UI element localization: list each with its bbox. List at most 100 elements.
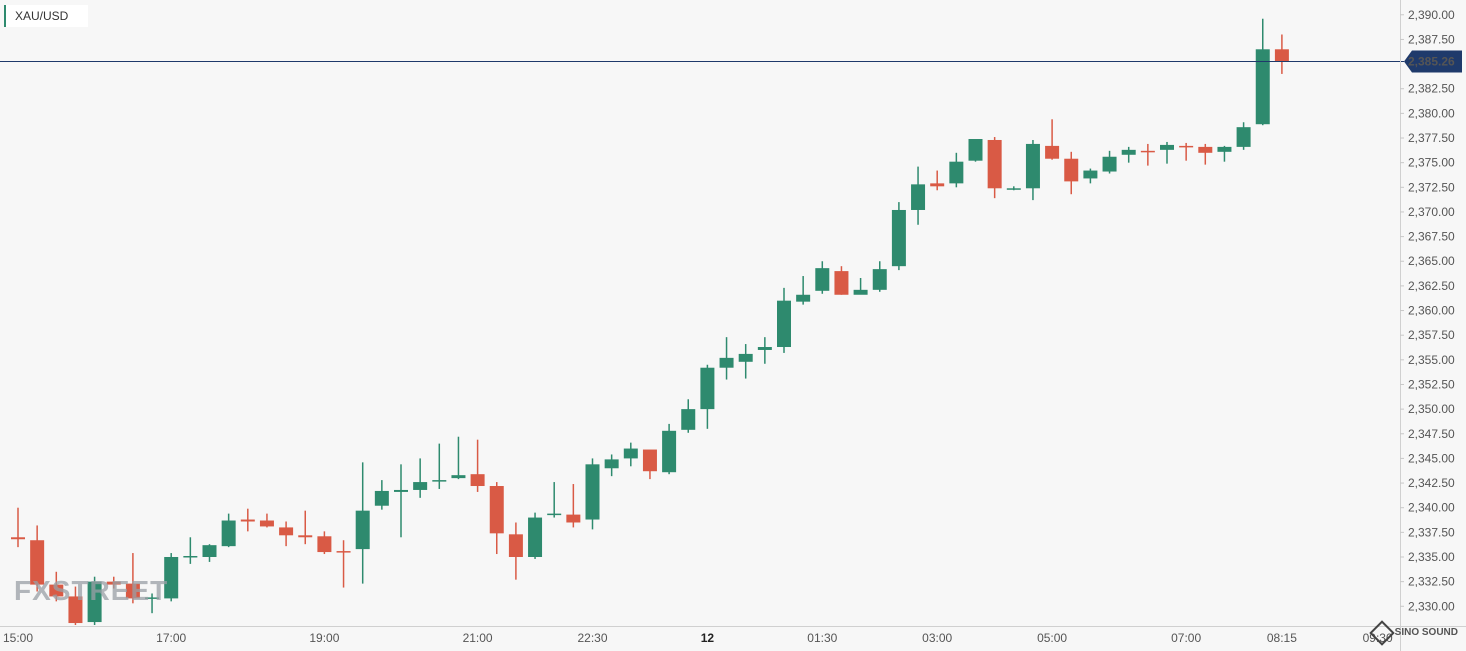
candle[interactable] bbox=[777, 287, 791, 353]
candle[interactable] bbox=[911, 166, 926, 225]
candle-body bbox=[681, 409, 696, 430]
candle[interactable] bbox=[1217, 145, 1232, 162]
candle[interactable] bbox=[68, 586, 83, 626]
candle-body bbox=[164, 556, 179, 599]
candle[interactable] bbox=[1198, 143, 1213, 165]
candle[interactable] bbox=[1006, 186, 1021, 191]
candle[interactable] bbox=[796, 276, 811, 305]
candle[interactable] bbox=[738, 344, 753, 379]
candle-body bbox=[1102, 156, 1117, 172]
candle-body bbox=[202, 545, 217, 557]
candle[interactable] bbox=[470, 439, 485, 492]
candle[interactable] bbox=[662, 423, 677, 475]
candle[interactable] bbox=[1102, 150, 1117, 174]
candle[interactable] bbox=[719, 337, 734, 380]
candle[interactable] bbox=[317, 531, 332, 555]
candle[interactable] bbox=[547, 482, 562, 518]
candle[interactable] bbox=[987, 137, 1002, 199]
y-tick-label: 2,382.50 bbox=[1408, 82, 1455, 96]
candle[interactable] bbox=[1025, 139, 1040, 201]
candle[interactable] bbox=[49, 571, 64, 602]
candle-body bbox=[259, 520, 274, 527]
y-tick-label: 2,355.00 bbox=[1408, 353, 1455, 367]
candle[interactable] bbox=[240, 508, 255, 532]
candle-body bbox=[125, 583, 140, 599]
candle-body bbox=[508, 534, 523, 557]
candle[interactable] bbox=[298, 510, 313, 545]
x-tick-label: 09:30 bbox=[1363, 631, 1393, 645]
candle-body bbox=[1160, 144, 1174, 150]
candle-body bbox=[1274, 49, 1289, 62]
candle[interactable] bbox=[853, 278, 868, 295]
candle[interactable] bbox=[508, 522, 523, 580]
candle[interactable] bbox=[87, 576, 102, 626]
candle[interactable] bbox=[489, 482, 504, 555]
candle[interactable] bbox=[968, 139, 983, 162]
candle[interactable] bbox=[1274, 34, 1289, 74]
y-tick-label: 2,342.50 bbox=[1408, 476, 1455, 490]
candle[interactable] bbox=[106, 576, 121, 589]
candle[interactable] bbox=[757, 337, 772, 364]
candle-body bbox=[968, 139, 983, 161]
candle[interactable] bbox=[949, 152, 964, 188]
y-tick-label: 2,335.00 bbox=[1408, 550, 1455, 564]
candle[interactable] bbox=[585, 458, 600, 530]
candle[interactable] bbox=[145, 593, 160, 614]
candle[interactable] bbox=[259, 513, 274, 528]
y-tick-label: 2,375.00 bbox=[1408, 156, 1455, 170]
candle[interactable] bbox=[1255, 18, 1270, 126]
y-tick-label: 2,365.00 bbox=[1408, 254, 1455, 268]
candle[interactable] bbox=[566, 484, 581, 528]
candle[interactable] bbox=[642, 449, 657, 480]
candle[interactable] bbox=[891, 202, 906, 271]
y-tick-label: 2,337.50 bbox=[1408, 525, 1455, 539]
candle[interactable] bbox=[413, 458, 428, 498]
candle[interactable] bbox=[1140, 143, 1155, 166]
candle[interactable] bbox=[164, 553, 179, 602]
candle[interactable] bbox=[1160, 141, 1174, 164]
candle[interactable] bbox=[221, 513, 236, 548]
candle[interactable] bbox=[1121, 146, 1136, 163]
y-tick-label: 2,367.50 bbox=[1408, 230, 1455, 244]
candle[interactable] bbox=[202, 544, 217, 562]
candle[interactable] bbox=[930, 170, 945, 191]
candle-body bbox=[1179, 145, 1194, 148]
candle-body bbox=[585, 464, 600, 520]
candle[interactable] bbox=[528, 512, 543, 559]
candle[interactable] bbox=[1236, 122, 1251, 150]
candle[interactable] bbox=[279, 521, 294, 547]
candle-body bbox=[87, 581, 102, 623]
candle[interactable] bbox=[1045, 119, 1060, 160]
candle[interactable] bbox=[681, 399, 696, 433]
y-tick-label: 2,330.00 bbox=[1408, 599, 1455, 613]
candle[interactable] bbox=[834, 266, 849, 295]
candle[interactable] bbox=[604, 454, 619, 477]
candle[interactable] bbox=[872, 261, 887, 292]
candle-body bbox=[183, 556, 198, 558]
candle-body bbox=[394, 489, 408, 492]
y-axis: 2,390.00 2,387.50 2,382.50 2,380.00 2,377.50… bbox=[1400, 0, 1455, 651]
candle[interactable] bbox=[1064, 151, 1079, 195]
candle[interactable] bbox=[30, 525, 45, 592]
candle[interactable] bbox=[1179, 142, 1194, 161]
candle[interactable] bbox=[815, 261, 830, 294]
candle[interactable] bbox=[623, 442, 638, 467]
candle-body bbox=[451, 475, 466, 479]
candle-body bbox=[1140, 150, 1155, 153]
candle-body bbox=[642, 449, 657, 472]
candle-body bbox=[853, 289, 868, 295]
candle[interactable] bbox=[125, 553, 140, 604]
candle[interactable] bbox=[374, 480, 389, 510]
candle[interactable] bbox=[336, 540, 351, 588]
candle[interactable] bbox=[394, 464, 408, 538]
candle[interactable] bbox=[700, 364, 715, 429]
candle-body bbox=[1217, 146, 1232, 152]
candle[interactable] bbox=[1083, 168, 1098, 184]
candle[interactable] bbox=[183, 537, 198, 564]
candle-body bbox=[547, 513, 562, 516]
candle[interactable] bbox=[432, 443, 447, 489]
candle[interactable] bbox=[355, 462, 370, 584]
candle[interactable] bbox=[11, 507, 25, 548]
candle[interactable] bbox=[451, 436, 466, 480]
